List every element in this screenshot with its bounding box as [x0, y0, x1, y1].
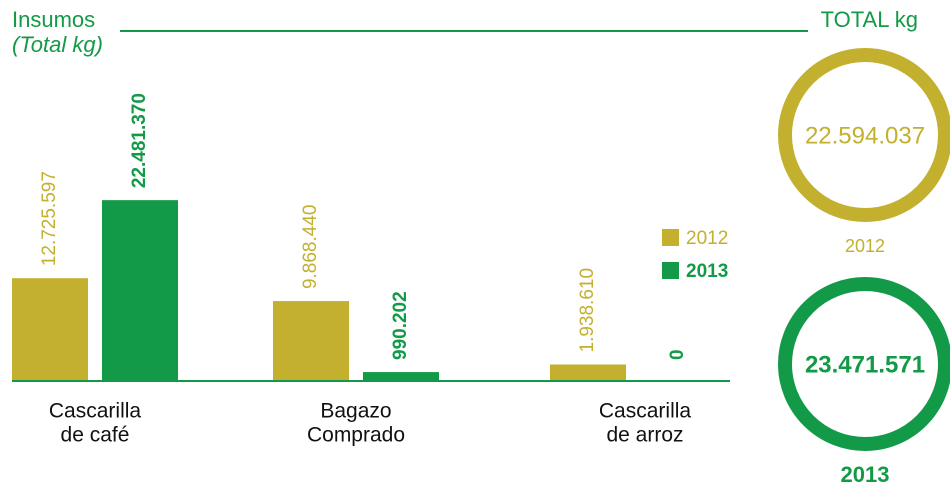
x-tick-label: de café [61, 424, 130, 447]
total-value: 22.594.037 [805, 122, 925, 149]
value-label: 990.202 [390, 291, 411, 360]
total-year: 2013 [841, 462, 890, 483]
value-label: 22.481.370 [129, 93, 150, 188]
bar [273, 301, 349, 380]
total-ring [778, 48, 950, 222]
total-year: 2012 [845, 236, 885, 256]
value-label: 0 [667, 349, 688, 360]
chart-subtitle: (Total kg) [12, 32, 103, 57]
bar [102, 200, 178, 380]
value-label: 1.938.610 [577, 268, 598, 353]
x-tick-label: Cascarilla [599, 400, 692, 423]
x-tick-label: Cascarilla [49, 400, 142, 423]
x-tick-label: de arroz [606, 424, 683, 447]
total-value: 23.471.571 [805, 351, 925, 378]
bar [550, 364, 626, 380]
value-label: 12.725.597 [39, 171, 60, 266]
total-ring [778, 277, 950, 451]
legend-label: 2013 [686, 261, 728, 282]
chart-title: Insumos [12, 7, 95, 32]
legend-swatch [662, 229, 679, 246]
bar [12, 278, 88, 380]
x-tick-label: Bagazo [320, 400, 391, 423]
x-tick-label: Comprado [307, 424, 405, 447]
legend-label: 2012 [686, 228, 728, 249]
value-label: 9.868.440 [300, 205, 321, 290]
totals-title: TOTAL kg [821, 7, 918, 32]
legend-swatch [662, 262, 679, 279]
bar [363, 372, 439, 380]
